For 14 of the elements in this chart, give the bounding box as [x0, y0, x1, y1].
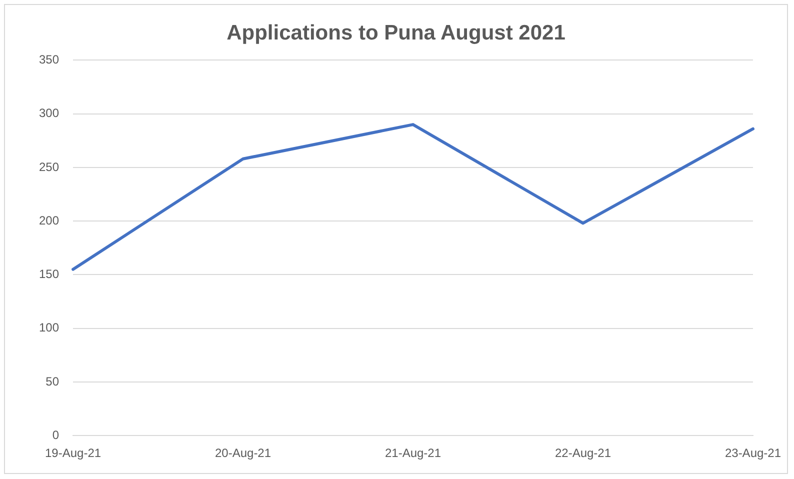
y-tick-label: 100 [38, 320, 60, 335]
y-tick-label: 350 [38, 52, 60, 67]
x-tick-label: 23-Aug-21 [724, 446, 782, 460]
x-tick-label: 22-Aug-21 [554, 446, 612, 460]
x-tick-label: 19-Aug-21 [45, 446, 102, 460]
chart-title: Applications to Puna August 2021 [226, 21, 566, 44]
y-tick-label: 250 [38, 160, 60, 174]
y-tick-label: 0 [52, 428, 60, 442]
y-tick-label: 150 [38, 267, 60, 282]
x-tick-label: 21-Aug-21 [384, 446, 442, 460]
y-tick-label: 300 [38, 106, 60, 120]
y-tick-label: 50 [46, 374, 60, 388]
y-tick-label: 200 [38, 213, 60, 228]
x-tick-label: 20-Aug-21 [214, 446, 272, 460]
